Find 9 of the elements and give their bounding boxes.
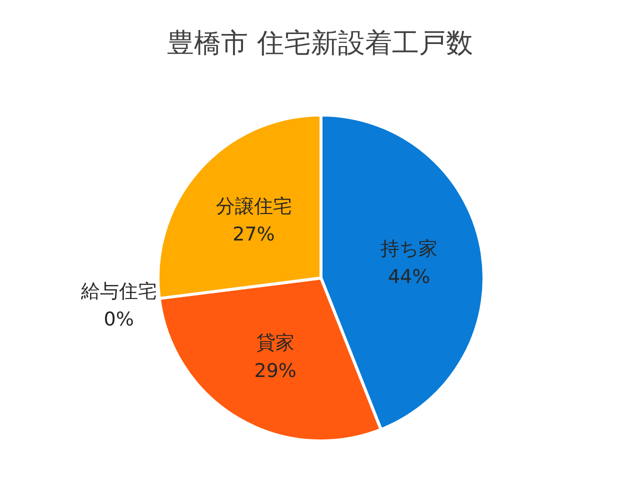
slice-label: 貸家 xyxy=(256,332,294,354)
slice-label: 分譲住宅 xyxy=(216,196,292,218)
data-label: 27% xyxy=(232,224,275,246)
category-label: 給与住宅 xyxy=(80,280,157,303)
text: 0% xyxy=(104,308,134,331)
slice-label: 持ち家 xyxy=(380,238,438,260)
data-label: 44% xyxy=(388,266,430,288)
chart-title: 豊橋市 住宅新設着工戸数 xyxy=(167,28,473,59)
data-label: 29% xyxy=(254,360,296,382)
